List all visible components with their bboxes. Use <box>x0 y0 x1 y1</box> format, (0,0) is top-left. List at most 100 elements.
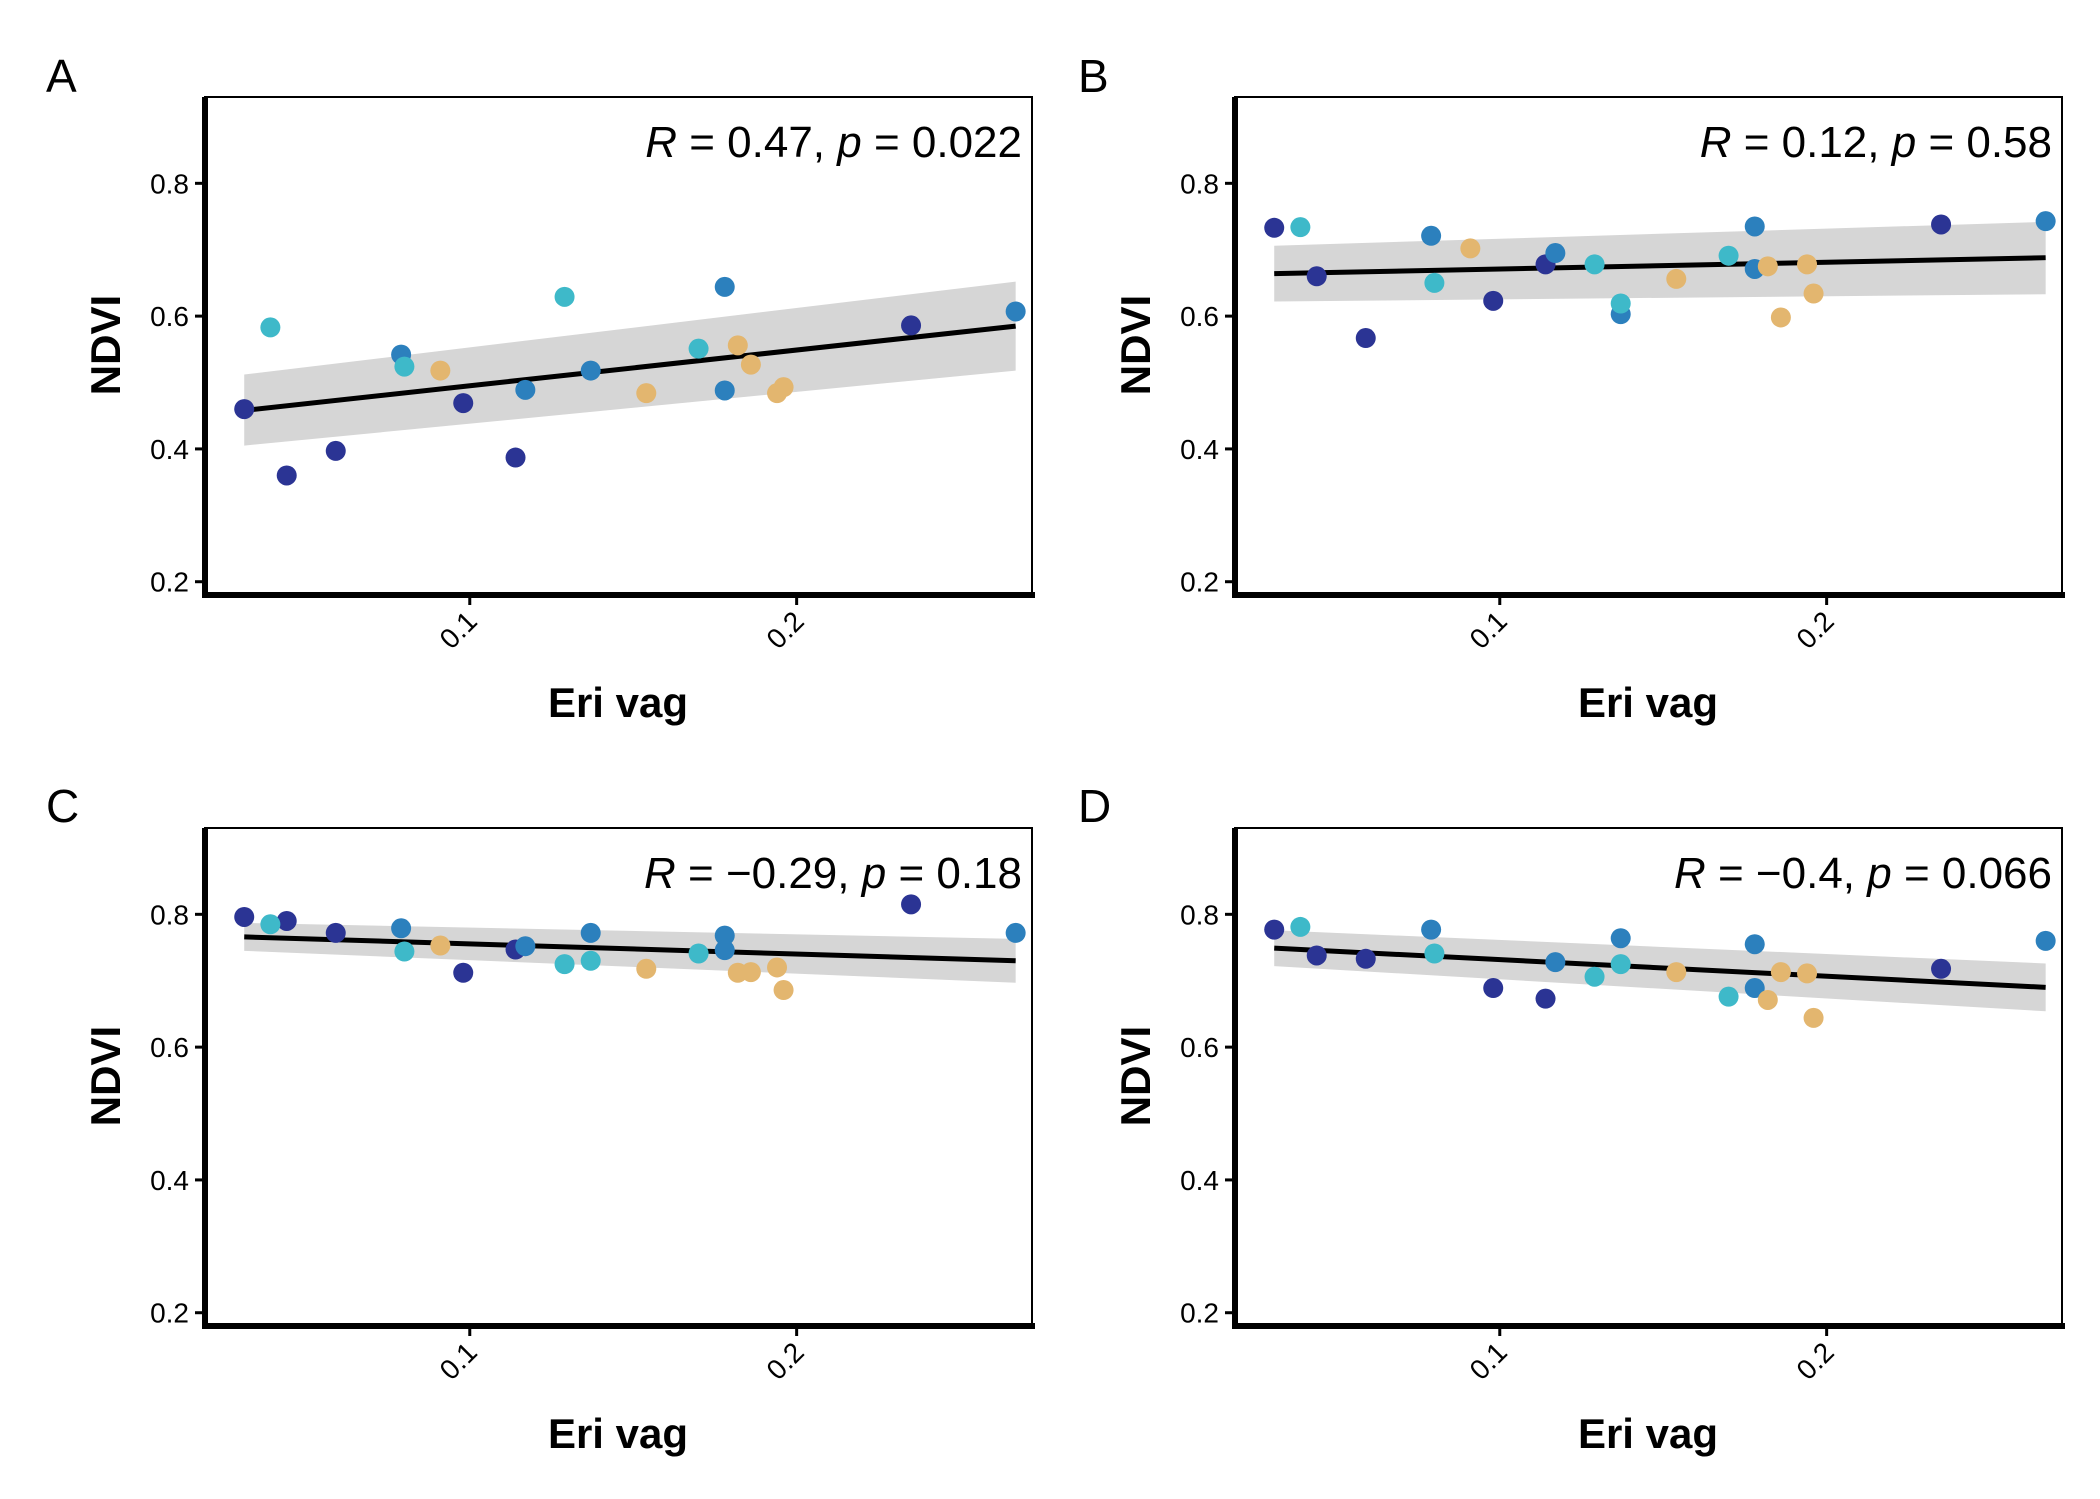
data-point-group-3 <box>1424 943 1445 964</box>
data-point-group-4 <box>1757 256 1778 277</box>
r-label: R <box>1700 118 1732 167</box>
data-point-group-1 <box>1931 214 1952 235</box>
y-axis-title: NDVI <box>82 295 129 395</box>
data-point-group-2 <box>714 380 735 401</box>
x-axis-title: Eri vag <box>1578 1410 1718 1457</box>
panel-d: D 0.2 0.4 0.6 0.8 0.1 0.2 Eri vag NDVI R = −0.4, … <box>1078 780 2065 1457</box>
data-point-group-1 <box>453 393 474 414</box>
data-point-group-4 <box>1803 1007 1824 1028</box>
data-point-group-4 <box>1797 254 1818 275</box>
correlation-annotation: R = −0.29, p = 0.18 <box>644 849 1022 898</box>
data-point-group-3 <box>554 286 575 307</box>
data-point-group-2 <box>1744 216 1765 237</box>
y-tick-label: 0.2 <box>150 1298 189 1329</box>
data-point-group-1 <box>1483 290 1504 311</box>
data-point-group-2 <box>391 918 412 939</box>
data-point-group-1 <box>1264 217 1285 238</box>
data-point-group-3 <box>260 317 281 338</box>
panel-b: B 0.2 0.4 0.6 0.8 0.1 0.2 Eri vag NDVI R = 0.12, … <box>1078 50 2065 726</box>
data-point-group-3 <box>1290 916 1311 937</box>
p-value: = 0.18 <box>886 849 1022 898</box>
data-point-group-3 <box>1610 954 1631 975</box>
data-point-group-3 <box>1718 986 1739 1007</box>
y-tick-label: 0.2 <box>150 567 189 598</box>
data-point-group-1 <box>453 962 474 983</box>
p-value: = 0.022 <box>862 118 1022 167</box>
data-point-group-4 <box>1770 307 1791 328</box>
data-point-group-4 <box>1757 989 1778 1010</box>
x-tick-label: 0.1 <box>434 1336 483 1385</box>
data-point-group-2 <box>1005 301 1026 322</box>
x-tick-label: 0.2 <box>1790 1336 1839 1385</box>
x-tick-label: 0.1 <box>1464 605 1513 654</box>
data-point-group-3 <box>1610 293 1631 314</box>
r-value: = 0.12, <box>1732 118 1892 167</box>
data-point-group-3 <box>394 356 415 377</box>
data-point-group-3 <box>1718 245 1739 266</box>
r-value: = −0.4, <box>1706 849 1867 898</box>
y-tick-label: 0.6 <box>1180 1032 1219 1063</box>
data-point-group-2 <box>1545 243 1566 264</box>
data-point-group-2 <box>1421 225 1442 246</box>
panel-letter: B <box>1078 50 1109 102</box>
data-point-group-1 <box>234 906 255 927</box>
data-point-group-3 <box>688 943 709 964</box>
data-point-group-2 <box>1545 952 1566 973</box>
y-tick-label: 0.8 <box>1180 899 1219 930</box>
x-tick-label: 0.1 <box>434 605 483 654</box>
data-point-group-1 <box>1483 978 1504 999</box>
data-point-group-1 <box>276 910 297 931</box>
data-point-group-2 <box>1005 922 1026 943</box>
panel-letter: A <box>46 50 77 102</box>
data-point-group-3 <box>554 954 575 975</box>
r-value: = −0.29, <box>676 849 862 898</box>
y-tick-label: 0.6 <box>150 1032 189 1063</box>
y-tick-label: 0.6 <box>150 301 189 332</box>
data-point-group-4 <box>773 980 794 1001</box>
data-point-group-4 <box>430 935 451 956</box>
data-point-group-3 <box>260 914 281 935</box>
x-axis-title: Eri vag <box>548 1410 688 1457</box>
panel-letter: C <box>46 780 79 832</box>
data-point-group-2 <box>714 940 735 961</box>
data-point-group-3 <box>1424 272 1445 293</box>
data-point-group-2 <box>1421 919 1442 940</box>
y-axis-title: NDVI <box>82 1026 129 1126</box>
y-tick-label: 0.4 <box>1180 1165 1219 1196</box>
correlation-annotation: R = −0.4, p = 0.066 <box>1674 849 2052 898</box>
data-point-group-4 <box>430 360 451 381</box>
data-point-group-2 <box>714 925 735 946</box>
data-point-group-3 <box>688 338 709 359</box>
data-point-group-3 <box>1584 254 1605 275</box>
p-label: p <box>1890 118 1916 167</box>
y-axis-title: NDVI <box>1112 295 1159 395</box>
y-tick-label: 0.8 <box>150 168 189 199</box>
data-point-group-1 <box>325 440 346 461</box>
p-label: p <box>835 118 861 167</box>
data-point-group-3 <box>1584 966 1605 987</box>
data-point-group-3 <box>580 950 601 971</box>
r-value: = 0.47, <box>677 118 837 167</box>
data-point-group-4 <box>1770 962 1791 983</box>
x-tick-label: 0.2 <box>760 605 809 654</box>
data-point-group-4 <box>1666 962 1687 983</box>
data-point-group-3 <box>1290 217 1311 238</box>
data-point-group-1 <box>1306 945 1327 966</box>
data-point-group-2 <box>1744 978 1765 999</box>
data-point-group-2 <box>714 276 735 297</box>
data-point-group-4 <box>1460 238 1481 259</box>
confidence-band <box>1274 930 2046 1012</box>
y-tick-label: 0.2 <box>1180 567 1219 598</box>
y-tick-label: 0.4 <box>150 1165 189 1196</box>
data-point-group-1 <box>276 465 297 486</box>
y-tick-label: 0.4 <box>1180 434 1219 465</box>
regression-line <box>1274 255 2046 277</box>
r-label: R <box>645 118 677 167</box>
x-tick-label: 0.1 <box>1464 1336 1513 1385</box>
plot-frame <box>1234 96 2063 596</box>
data-point-group-2 <box>2035 930 2056 951</box>
data-point-group-2 <box>515 379 536 400</box>
data-point-group-1 <box>1355 328 1376 349</box>
data-point-group-4 <box>767 957 788 978</box>
panel-letter: D <box>1078 780 1111 832</box>
